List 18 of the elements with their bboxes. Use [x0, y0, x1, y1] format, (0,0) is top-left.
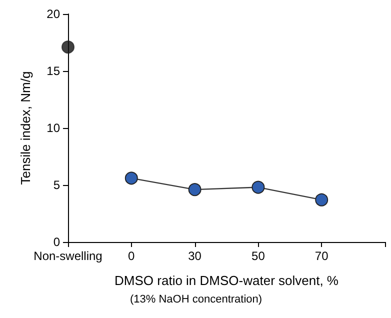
point: [62, 40, 74, 54]
y-tick-label: 0: [53, 235, 60, 249]
x-tick-label: 0: [128, 249, 136, 263]
point: [188, 183, 202, 196]
text: (13% NaOH concentration): [130, 294, 262, 306]
y-tick-label: 20: [46, 7, 60, 21]
x-tick-label: Non-swelling: [34, 249, 102, 263]
x-tick-label: 70: [314, 249, 329, 263]
point: [315, 193, 328, 206]
x-axis-title: DMSO ratio in DMSO-water solvent, %: [114, 273, 339, 288]
y-tick-label: 5: [53, 178, 60, 192]
x-tick-label: 30: [188, 249, 202, 263]
point: [124, 172, 138, 185]
point: [252, 180, 265, 194]
x-tick-label: 50: [252, 249, 266, 263]
y-axis-title: Tensile index, Nm/g: [18, 71, 33, 185]
y-tick-label: 10: [46, 121, 60, 135]
y-tick-label: 15: [46, 64, 60, 78]
